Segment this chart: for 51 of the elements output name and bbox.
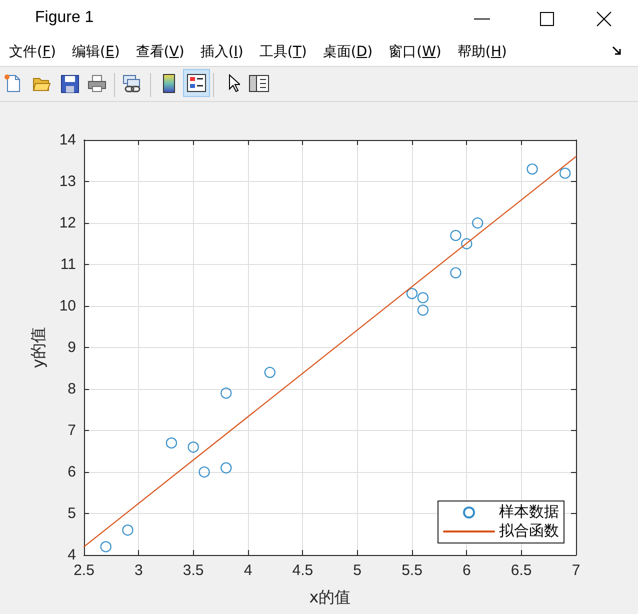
x-tick-label: 4 — [244, 562, 252, 579]
point — [560, 168, 571, 179]
point — [406, 288, 418, 300]
x-tick-label: 7 — [572, 562, 580, 579]
y-tick-label: 13 — [59, 173, 76, 190]
y-tick-label: 12 — [59, 214, 76, 232]
point — [166, 437, 178, 448]
x-tick-label: 2.5 — [74, 562, 94, 579]
y-tick-label: 5 — [68, 505, 76, 522]
point — [100, 541, 112, 552]
y-tick-label: 6 — [68, 464, 76, 480]
point — [472, 217, 484, 229]
point — [461, 238, 472, 250]
text: 窗口(W) — [388, 43, 442, 61]
y-tick-label: 14 — [59, 132, 76, 148]
text: 编辑(E) — [72, 43, 120, 61]
text: 插入(I) — [200, 43, 244, 61]
point — [264, 366, 276, 378]
text: 文件(F) — [9, 43, 56, 61]
text: 帮助(H) — [457, 43, 507, 61]
y-tick-label: 11 — [60, 256, 76, 273]
legend-label: 样本数据 — [499, 504, 559, 520]
x-tick-label: 5.5 — [402, 562, 422, 579]
y-tick-label: 9 — [68, 339, 76, 356]
y-tick-label: 8 — [68, 380, 76, 398]
x-tick-label: 3 — [134, 562, 143, 579]
point — [450, 267, 462, 278]
point — [417, 292, 428, 304]
caption: Figure 1 — [35, 9, 94, 27]
point — [220, 388, 232, 399]
y-tick-label: 10 — [59, 298, 76, 314]
y-tick-label: 4 — [68, 546, 76, 564]
text: 工具(T) — [259, 43, 307, 61]
x-tick-label: 5 — [353, 562, 362, 579]
x-tick-label: 6.5 — [510, 562, 532, 579]
y-axis-title: y的值 — [28, 326, 48, 368]
point — [450, 230, 462, 241]
y-tick-label: 7 — [68, 422, 76, 439]
text: 桌面(D) — [322, 43, 373, 61]
point — [220, 462, 232, 474]
point — [198, 466, 210, 478]
x-tick-label: 3.5 — [182, 562, 204, 579]
point — [417, 304, 428, 316]
x-tick-label: 6 — [462, 562, 471, 579]
point — [526, 164, 538, 175]
point — [122, 524, 134, 536]
text: 查看(V) — [136, 43, 184, 61]
x-axis-title: x的值 — [309, 588, 351, 606]
legend-label: 拟合函数 — [499, 522, 559, 540]
point — [188, 442, 199, 453]
x-tick-label: 4.5 — [292, 562, 314, 579]
